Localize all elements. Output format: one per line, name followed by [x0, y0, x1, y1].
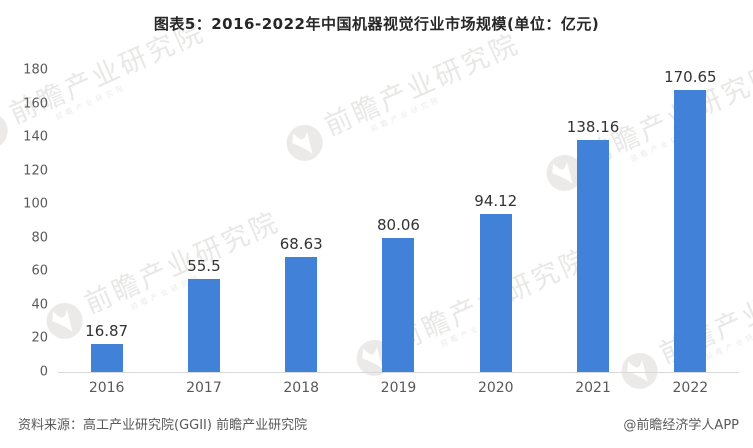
y-tick-label: 100	[23, 196, 48, 212]
x-axis-label: 2016	[88, 380, 125, 396]
x-axis-label: 2019	[380, 380, 417, 396]
x-axis-label: 2020	[477, 380, 514, 396]
y-tick-label: 20	[31, 330, 48, 346]
bars-container: 16.87 55.5 68.63 80.06 94.12 138.16 170.65	[58, 70, 739, 372]
y-tick-label: 120	[23, 163, 48, 179]
x-axis-line: 16.87 55.5 68.63 80.06 94.12 138.16 170.65 0 20…	[23, 64, 739, 379]
bar-value-label: 16.87	[85, 321, 129, 340]
bar	[674, 90, 707, 372]
y-tick-label: 160	[23, 96, 48, 112]
bar-value-label: 80.06	[377, 215, 420, 234]
y-tick-label: 180	[23, 62, 48, 78]
bar	[382, 237, 415, 372]
bar-column: 170.65	[642, 70, 739, 372]
bar-column: 94.12	[447, 70, 544, 372]
x-axis-label: 2022	[672, 380, 709, 396]
x-axis-label: 2018	[283, 380, 320, 396]
bar	[187, 278, 220, 372]
bar-column: 55.5	[155, 70, 252, 372]
bar	[479, 214, 512, 372]
bar-column: 68.63	[253, 70, 350, 372]
bar	[285, 256, 318, 372]
bar-value-label: 170.65	[664, 68, 717, 86]
bar-column: 138.16	[544, 70, 641, 372]
bar-value-label: 68.63	[279, 234, 323, 253]
credit-note: @前瞻经济学人APP	[623, 418, 739, 433]
footer: 资料来源：高工产业研究院(GGII) 前瞻产业研究院 @前瞻经济学人APP	[18, 414, 739, 433]
bar	[90, 343, 123, 372]
chart-title: 图表5：2016-2022年中国机器视觉行业市场规模(单位：亿元)	[153, 15, 600, 33]
y-tick-label: 40	[31, 297, 48, 313]
x-axis-label: 2021	[575, 380, 611, 396]
bar-value-label: 138.16	[566, 118, 620, 137]
y-tick-label: 80	[31, 230, 48, 246]
bar-value-label: 94.12	[474, 192, 518, 211]
source-note: 资料来源：高工产业研究院(GGII) 前瞻产业研究院	[18, 418, 308, 433]
x-axis-label: 2017	[186, 380, 222, 396]
plot-area: 16.87 55.5 68.63 80.06 94.12 138.16 170.65 0 20…	[23, 64, 739, 379]
bar-column: 80.06	[350, 70, 447, 372]
x-axis-labels: 2016 2017 2018 2019 2020 2021 2022	[58, 373, 739, 396]
y-tick-label: 0	[39, 364, 48, 380]
bar-column: 16.87	[58, 70, 155, 372]
y-tick-label: 60	[31, 263, 48, 279]
bar	[577, 140, 610, 372]
bar-value-label: 55.5	[187, 256, 221, 275]
y-tick-label: 140	[23, 129, 48, 145]
